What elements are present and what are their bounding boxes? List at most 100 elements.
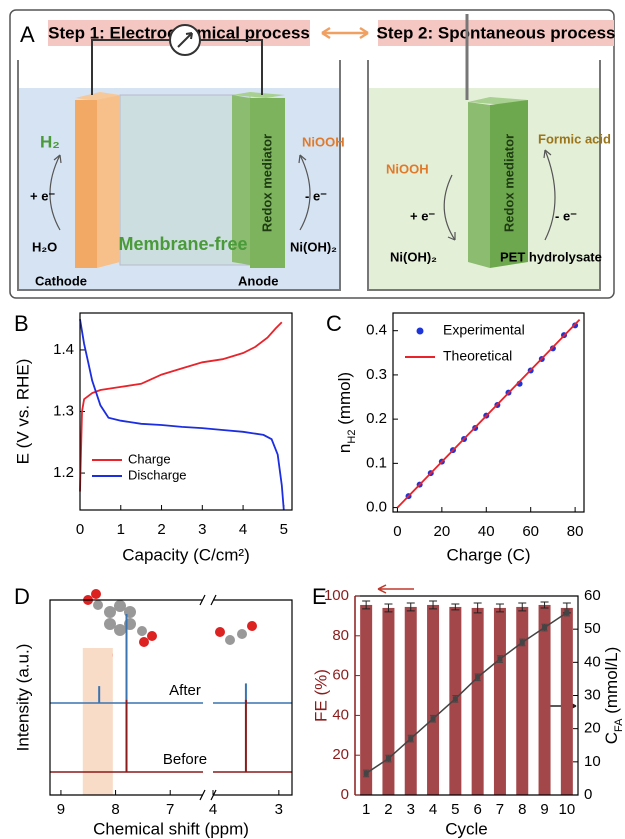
legend-label: Charge (128, 451, 171, 466)
x-tick-label: 0 (76, 521, 84, 538)
mediator-label: Redox mediator (259, 134, 274, 232)
x-tick-label: 9 (540, 801, 548, 818)
label-text: n (335, 444, 354, 453)
double-arrow (321, 26, 369, 40)
product: H₂ (40, 132, 60, 151)
axis-pointer (377, 584, 414, 594)
beaker (17, 60, 341, 291)
reactant: H₂O (32, 239, 57, 254)
y-tick-label: 100 (324, 587, 349, 604)
marker (519, 639, 525, 645)
reduced-label: Ni(OH)₂ (390, 249, 437, 264)
x-tick-label: 2 (157, 521, 165, 538)
electron-label: - e⁻ (305, 188, 327, 203)
reaction-arrow (544, 149, 556, 241)
panel-label: A (20, 22, 35, 47)
x-tick-label: 1 (362, 801, 370, 818)
cathode-electrode (75, 100, 97, 268)
trend-line (365, 611, 568, 775)
error-bar (540, 601, 549, 609)
x-tick-label: 60 (522, 523, 539, 540)
electrode-top (232, 92, 285, 98)
terephthalic-acid (83, 589, 157, 647)
y-tick-label: 40 (332, 706, 349, 723)
fit-line (396, 318, 581, 509)
y-tick-label: 0.2 (366, 410, 387, 427)
y-tick-label: 50 (584, 620, 601, 637)
x-tick-label: 4 (429, 801, 437, 818)
y-axis-label: nH2 (mmol) (335, 372, 357, 453)
y-tick-label: 1.3 (53, 402, 74, 419)
y-tick-label: 1.2 (53, 464, 74, 481)
substrate-label: PET hydrolysate (500, 249, 602, 264)
plot-frame (49, 599, 293, 796)
x-axis-label: Chemical shift (ppm) (93, 819, 249, 838)
x-tick-label: 40 (478, 523, 495, 540)
beaker (367, 60, 601, 291)
membrane-label: Membrane-free (118, 234, 247, 254)
panel-a: A Step 1: Electrochemical process Step 2… (9, 9, 616, 299)
y-tick-label: 0.1 (366, 454, 387, 471)
electrode-label: Cathode (35, 273, 87, 288)
trace-label: Before (163, 751, 207, 768)
legend-swatch (416, 327, 424, 335)
x-tick-label: 7 (496, 801, 504, 818)
bar (560, 607, 573, 795)
y-tick-label: 0 (584, 786, 592, 803)
oxidized-label: NiOOH (386, 161, 429, 176)
axis-break (199, 594, 217, 606)
step-title: Step 2: Spontaneous process (377, 23, 616, 42)
legend-label: Discharge (128, 467, 187, 482)
bar (471, 607, 484, 795)
error-bar (518, 602, 527, 612)
error-bar (473, 602, 482, 614)
bar (538, 604, 551, 795)
bar (360, 604, 373, 795)
electrode-label: Anode (238, 273, 278, 288)
y-tick-label: 1.4 (53, 341, 74, 358)
plot-frame (392, 312, 585, 513)
curve (79, 321, 283, 492)
x-tick-label: 5 (280, 521, 288, 538)
y-tick-label: 60 (584, 587, 601, 604)
x-axis-label: Cycle (445, 819, 488, 838)
bar (427, 604, 440, 795)
y-axis-label: E (V vs. RHE) (13, 359, 32, 465)
y-axis-label: Intensity (a.u.) (13, 644, 32, 752)
x-tick-label: 3 (407, 801, 415, 818)
y-tick-label: 0.0 (366, 499, 387, 516)
x-tick-label: 2 (384, 801, 392, 818)
label-text: C (602, 732, 621, 744)
marker (385, 756, 391, 762)
x-axis-label: Charge (C) (446, 545, 530, 564)
y-tick-label: 0.3 (366, 366, 387, 383)
arrow-head (53, 154, 62, 164)
arrow-head (543, 149, 552, 159)
ethylene-glycol (215, 621, 257, 645)
reduced-label: Ni(OH)₂ (290, 239, 337, 254)
reaction-arrow (443, 174, 456, 241)
meter-needle (177, 32, 193, 48)
bar (404, 606, 417, 795)
cathode-side (97, 95, 120, 268)
marker (452, 696, 458, 702)
bar (382, 607, 395, 795)
y-tick-label: 30 (584, 686, 601, 703)
marker (564, 610, 570, 616)
curve (79, 319, 285, 511)
x-tick-label: 0 (393, 523, 401, 540)
marker (542, 625, 548, 631)
plot-frame (79, 312, 293, 511)
bar (493, 607, 506, 795)
mediator-label: Redox mediator (501, 134, 516, 232)
error-bar (384, 603, 393, 613)
y-tick-label: 80 (332, 627, 349, 644)
x-tick-label: 10 (559, 801, 576, 818)
error-bar (406, 602, 415, 612)
x-tick-label: 9 (57, 801, 65, 818)
x-tick-label: 80 (567, 523, 584, 540)
x-tick-label: 8 (111, 801, 119, 818)
marker (475, 674, 481, 680)
arrow-head (298, 154, 307, 164)
x-tick-label: 3 (275, 801, 283, 818)
